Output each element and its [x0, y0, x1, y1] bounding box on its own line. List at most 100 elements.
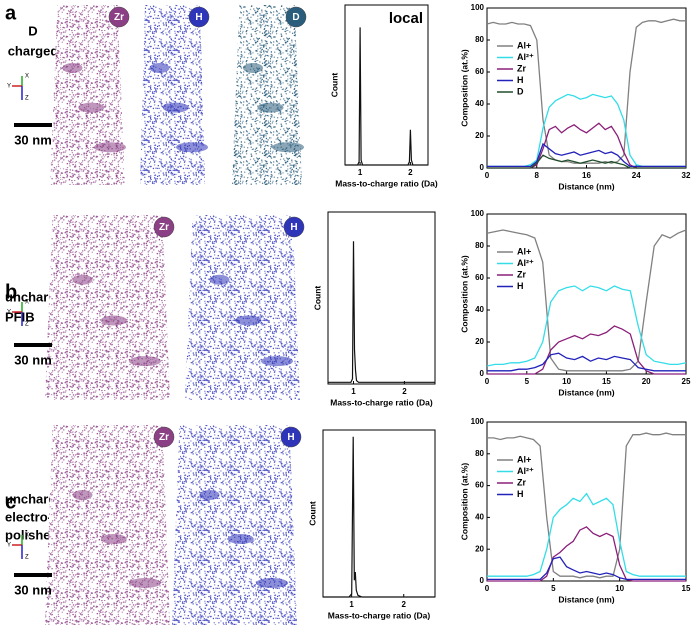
- scale-bar-label: 30 nm: [14, 132, 52, 147]
- precipitate: [176, 142, 208, 153]
- precipitate: [78, 102, 105, 113]
- x-tick-label: 5: [551, 584, 556, 593]
- data-line: [487, 556, 686, 581]
- y-axis-label: Composition (at.%): [459, 463, 469, 541]
- element-label: Zr: [114, 12, 124, 23]
- data-line: [345, 27, 428, 166]
- x-tick-label: 16: [582, 171, 591, 180]
- plot-frame: [486, 7, 687, 169]
- sample-label: PFIB: [5, 309, 35, 324]
- y-tick-label: 60: [475, 481, 484, 490]
- atom-map: [185, 215, 300, 400]
- axis-letter: Z: [25, 555, 29, 561]
- legend-label: Al+: [517, 246, 531, 256]
- x-tick-label: 15: [602, 377, 611, 386]
- x-tick-label: 8: [535, 171, 540, 180]
- sample-label: D: [28, 23, 37, 38]
- element-badge: [285, 6, 307, 28]
- y-tick-label: 20: [475, 544, 484, 553]
- atom-map: [140, 5, 205, 185]
- x-axis-label: Mass-to-charge ratio (Da): [328, 610, 431, 620]
- atom-map: [50, 5, 125, 185]
- sample-label: charged: [8, 43, 59, 58]
- axis-letter: Z: [25, 96, 29, 102]
- axis-letter: X: [25, 533, 29, 539]
- precipitate: [227, 534, 254, 544]
- plot-frame: [344, 4, 429, 166]
- sample-label: electro-: [5, 509, 52, 524]
- x-tick-label: 2: [408, 168, 413, 177]
- data-line: [486, 229, 687, 372]
- y-tick-label: 60: [475, 273, 484, 282]
- x-tick-label: 2: [402, 600, 407, 609]
- precipitate: [209, 274, 230, 285]
- x-axis-label: Distance (nm): [558, 387, 614, 397]
- data-line: [487, 352, 686, 372]
- element-label: D: [292, 12, 299, 23]
- y-tick-label: 20: [475, 337, 484, 346]
- y-axis-label: Count: [312, 286, 322, 311]
- y-tick-label: 0: [480, 576, 485, 585]
- x-tick-label: 20: [642, 377, 651, 386]
- atom-map: [45, 215, 170, 400]
- x-axis-label: Mass-to-charge ratio (Da): [330, 397, 433, 407]
- element-label: Zr: [159, 432, 169, 443]
- atom-map: [172, 425, 297, 625]
- legend-label: Al+: [517, 40, 531, 50]
- precipitate: [257, 102, 284, 113]
- precipitate: [72, 490, 93, 500]
- y-tick-label: 40: [475, 99, 484, 108]
- x-tick-label: 24: [632, 171, 641, 180]
- x-tick-label: 1: [349, 600, 354, 609]
- y-tick-label: 100: [471, 3, 485, 12]
- x-tick-label: 0: [485, 377, 490, 386]
- element-label: Zr: [159, 222, 169, 233]
- precipitate: [129, 578, 161, 588]
- x-axis-label: Distance (nm): [558, 594, 614, 604]
- y-tick-label: 80: [475, 241, 484, 250]
- y-tick-label: 0: [480, 369, 485, 378]
- y-tick-label: 20: [475, 131, 484, 140]
- y-tick-label: 100: [471, 417, 485, 426]
- annotation: local: [389, 10, 423, 27]
- element-label: H: [287, 432, 294, 443]
- axis-letter: Y: [7, 84, 11, 90]
- x-tick-label: 1: [351, 387, 356, 396]
- y-tick-label: 80: [475, 449, 484, 458]
- y-axis-label: Count: [307, 501, 317, 526]
- y-axis-label: Count: [329, 73, 339, 98]
- panel-label: b: [5, 281, 17, 303]
- y-tick-label: 100: [471, 209, 485, 218]
- precipitate: [243, 63, 263, 73]
- precipitate: [100, 534, 127, 544]
- precipitate: [149, 63, 170, 73]
- x-tick-label: 2: [402, 387, 407, 396]
- plot-frame: [486, 421, 687, 582]
- data-line: [487, 492, 686, 577]
- axis-letter: Y: [7, 543, 11, 549]
- legend-label: Zr: [517, 269, 526, 279]
- data-line: [487, 154, 686, 169]
- scale-bar-label: 30 nm: [14, 352, 52, 367]
- data-line: [487, 432, 686, 579]
- element-badge: [188, 6, 210, 28]
- element-badge: [280, 426, 302, 448]
- data-line: [487, 526, 686, 582]
- axis-letter: X: [25, 74, 29, 80]
- legend-label: Al²⁺: [517, 258, 534, 268]
- legend-label: Zr: [517, 63, 526, 73]
- legend-label: Zr: [517, 477, 526, 487]
- scale-bar-label: 30 nm: [14, 582, 52, 597]
- data-line: [486, 18, 686, 164]
- element-badge: [153, 216, 175, 238]
- legend-label: H: [517, 489, 524, 499]
- x-tick-label: 10: [562, 377, 571, 386]
- legend-label: Al+: [517, 454, 531, 464]
- plot-frame: [322, 429, 436, 598]
- legend-label: Al²⁺: [517, 466, 534, 476]
- legend-label: H: [517, 281, 524, 291]
- precipitate: [235, 315, 262, 326]
- precipitate: [272, 142, 304, 153]
- data-line: [487, 142, 686, 168]
- legend-label: Al²⁺: [517, 52, 534, 62]
